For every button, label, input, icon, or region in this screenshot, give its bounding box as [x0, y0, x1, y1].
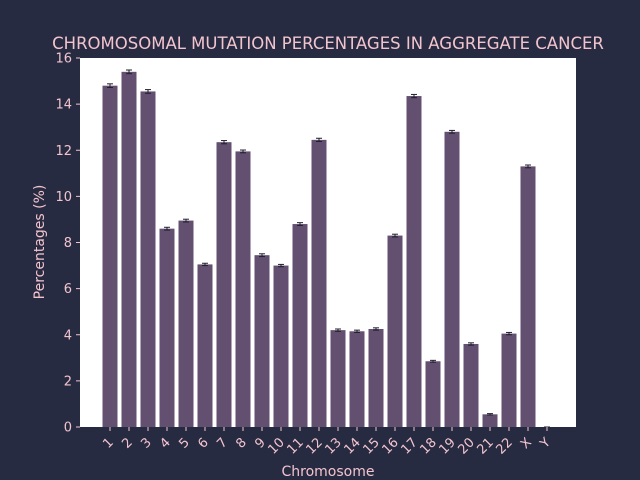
x-tick-label-8: 8 [233, 435, 249, 451]
bar-15 [368, 328, 384, 427]
bar-14 [349, 331, 365, 427]
y-axis-label: Percentages (%) [32, 185, 48, 300]
x-tick-label-2: 2 [119, 435, 135, 451]
x-tick-label-7: 7 [214, 435, 230, 451]
x-axis-label: Chromosome [282, 464, 375, 480]
y-tick-label-14: 14 [55, 98, 72, 113]
bar-10 [273, 265, 289, 427]
bar-1 [102, 85, 118, 428]
bar-22 [501, 333, 517, 427]
bar-4 [159, 228, 175, 427]
x-tick-label-6: 6 [195, 435, 211, 451]
bar-5 [178, 220, 194, 427]
bar-9 [254, 255, 270, 427]
x-tick-label-9: 9 [252, 435, 268, 451]
bar-11 [292, 224, 308, 427]
bar-20 [463, 343, 479, 427]
x-tick-label-Y: Y [537, 435, 554, 452]
y-tick-label-6: 6 [64, 282, 72, 297]
y-tick-label-10: 10 [55, 190, 72, 205]
x-tick-label-4: 4 [157, 435, 173, 451]
y-tick-label-16: 16 [55, 52, 72, 67]
y-tick-label-12: 12 [55, 144, 72, 159]
y-tick-label-8: 8 [64, 236, 72, 251]
bar-X [520, 166, 536, 428]
x-tick-label-1: 1 [100, 435, 116, 451]
bar-13 [330, 330, 346, 427]
y-tick-label-0: 0 [64, 421, 72, 436]
bar-7 [216, 142, 232, 427]
y-tick-label-2: 2 [64, 374, 72, 389]
chart-title: CHROMOSOMAL MUTATION PERCENTAGES IN AGGR… [52, 34, 604, 53]
error-bars-layer [107, 69, 550, 428]
y-axis: 0 2 4 6 8 10 12 14 16 [55, 52, 80, 436]
bar-12 [311, 139, 327, 427]
bar-8 [235, 151, 251, 427]
bar-3 [140, 91, 156, 428]
x-tick-label-22: 22 [494, 435, 516, 457]
x-tick-label-5: 5 [176, 435, 192, 451]
bar-6 [197, 264, 213, 427]
bar-17 [406, 96, 422, 427]
bar-21 [482, 414, 498, 427]
x-tick-label-X: X [518, 435, 535, 452]
x-tick-label-3: 3 [138, 435, 154, 451]
bar-19 [444, 131, 460, 428]
bar-2 [121, 71, 137, 428]
bars-layer [102, 71, 536, 428]
bar-16 [387, 235, 403, 427]
bar-18 [425, 361, 441, 427]
y-tick-label-4: 4 [64, 328, 72, 343]
